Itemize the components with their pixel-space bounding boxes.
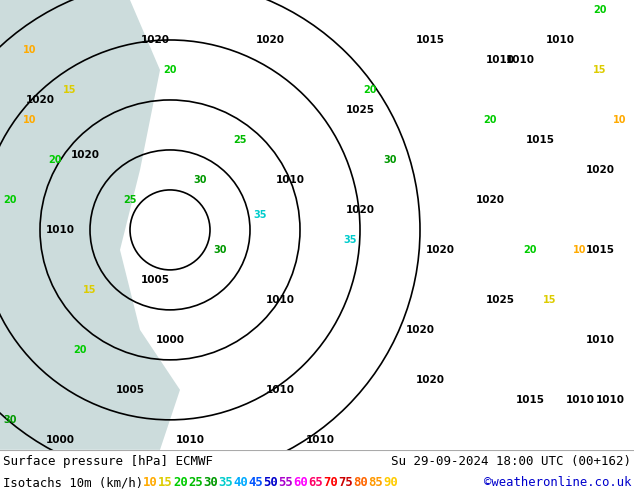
Text: 1010: 1010	[486, 55, 515, 65]
Text: 15: 15	[83, 285, 97, 295]
Text: 20: 20	[74, 345, 87, 355]
Text: 20: 20	[48, 155, 61, 165]
Text: 25: 25	[188, 476, 203, 490]
Text: Su 29-09-2024 18:00 UTC (00+162): Su 29-09-2024 18:00 UTC (00+162)	[391, 455, 631, 467]
Text: 35: 35	[343, 235, 357, 245]
Text: 1010: 1010	[266, 295, 295, 305]
Text: 1020: 1020	[586, 165, 614, 175]
Text: Isotachs 10m (km/h): Isotachs 10m (km/h)	[3, 476, 143, 490]
Text: 35: 35	[218, 476, 233, 490]
Text: 10: 10	[23, 115, 37, 125]
Text: 20: 20	[173, 476, 188, 490]
Text: 1010: 1010	[266, 385, 295, 395]
Text: 1020: 1020	[25, 95, 55, 105]
Text: 70: 70	[323, 476, 338, 490]
Text: 20: 20	[3, 195, 16, 205]
Text: 1005: 1005	[115, 385, 145, 395]
Text: 1005: 1005	[141, 275, 169, 285]
Text: 10: 10	[143, 476, 158, 490]
Text: 1010: 1010	[505, 55, 534, 65]
Text: Surface pressure [hPa] ECMWF: Surface pressure [hPa] ECMWF	[3, 455, 213, 467]
Text: 40: 40	[233, 476, 248, 490]
Text: 80: 80	[353, 476, 368, 490]
Text: 1010: 1010	[306, 435, 335, 445]
Text: 1020: 1020	[425, 245, 455, 255]
Text: 1015: 1015	[515, 395, 545, 405]
Text: 50: 50	[263, 476, 278, 490]
Text: 1010: 1010	[276, 175, 304, 185]
Text: 20: 20	[363, 85, 377, 95]
Text: 15: 15	[158, 476, 172, 490]
Text: 10: 10	[613, 115, 627, 125]
Text: 1015: 1015	[415, 35, 444, 45]
Text: 85: 85	[368, 476, 383, 490]
Text: 10: 10	[23, 45, 37, 55]
Text: 1015: 1015	[526, 135, 555, 145]
Text: 1000: 1000	[46, 435, 75, 445]
Text: 90: 90	[383, 476, 398, 490]
Text: 1010: 1010	[176, 435, 205, 445]
Text: 1025: 1025	[346, 105, 375, 115]
Text: 30: 30	[383, 155, 397, 165]
Text: 30: 30	[213, 245, 227, 255]
Text: 30: 30	[203, 476, 217, 490]
Text: 20: 20	[523, 245, 537, 255]
Text: 20: 20	[483, 115, 497, 125]
Text: 1020: 1020	[141, 35, 169, 45]
Text: 15: 15	[63, 85, 77, 95]
Text: 30: 30	[193, 175, 207, 185]
Text: 25: 25	[123, 195, 137, 205]
Text: 1020: 1020	[415, 375, 444, 385]
Polygon shape	[0, 0, 180, 450]
Text: 1020: 1020	[346, 205, 375, 215]
Text: 1010: 1010	[586, 335, 614, 345]
Text: 1010: 1010	[545, 35, 574, 45]
Text: 65: 65	[308, 476, 323, 490]
Text: 75: 75	[338, 476, 353, 490]
Text: 30: 30	[3, 415, 16, 425]
Text: 60: 60	[293, 476, 307, 490]
Text: 25: 25	[233, 135, 247, 145]
Text: 20: 20	[593, 5, 607, 15]
Text: 35: 35	[253, 210, 267, 220]
Text: 15: 15	[593, 65, 607, 75]
Text: 45: 45	[248, 476, 262, 490]
Text: 1020: 1020	[70, 150, 100, 160]
Text: ©weatheronline.co.uk: ©weatheronline.co.uk	[484, 476, 631, 490]
Text: 1020: 1020	[476, 195, 505, 205]
Text: 10: 10	[573, 245, 586, 255]
Text: 20: 20	[163, 65, 177, 75]
Text: 1020: 1020	[256, 35, 285, 45]
Text: 15: 15	[543, 295, 557, 305]
Text: 1010: 1010	[595, 395, 624, 405]
Text: 55: 55	[278, 476, 293, 490]
Text: 1010: 1010	[566, 395, 595, 405]
Text: 1015: 1015	[586, 245, 614, 255]
Text: 1000: 1000	[155, 335, 184, 345]
Text: 1020: 1020	[406, 325, 434, 335]
Text: 1025: 1025	[486, 295, 515, 305]
Text: 1010: 1010	[46, 225, 75, 235]
